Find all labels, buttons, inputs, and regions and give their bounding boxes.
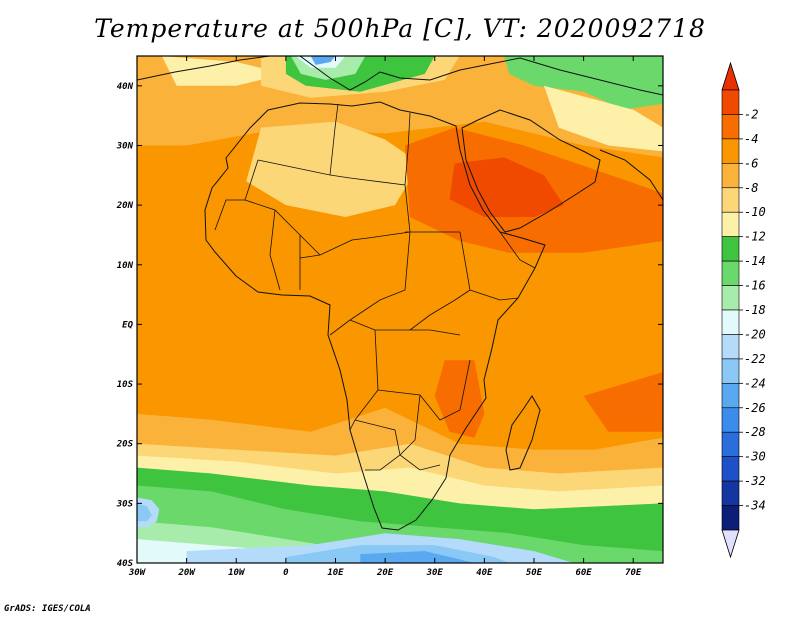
madagascar-coastline <box>505 395 541 471</box>
credit-text: GrADS: IGES/COLA <box>4 604 91 614</box>
lat-tick-label: 20S <box>116 440 134 450</box>
colorbar-label: -10 <box>744 205 766 219</box>
colorbar-band <box>721 187 740 213</box>
temperature-field <box>137 56 663 563</box>
colorbar-label: -16 <box>744 279 766 293</box>
colorbar-label: -34 <box>744 499 766 513</box>
field-north-pale <box>161 56 286 86</box>
colorbar-bottom-arrow <box>721 529 740 559</box>
country-borders <box>137 56 663 531</box>
lon-tick-label: 20W <box>177 568 196 578</box>
colorbar-label: -20 <box>744 327 766 341</box>
lon-tick-label: 0 <box>283 568 289 578</box>
lat-tick-label: 30S <box>116 499 134 509</box>
colorbar-label: -12 <box>744 230 766 244</box>
colorbar-band <box>721 480 740 506</box>
lat-tick-label: 10N <box>117 261 134 271</box>
colorbar-band <box>721 505 740 531</box>
europe-coastline <box>137 56 663 96</box>
colorbar-band <box>721 89 740 115</box>
lat-tick-label: 40N <box>117 82 134 92</box>
lat-tick-label: 40S <box>117 559 134 569</box>
lat-tick-label: 30N <box>116 141 134 151</box>
colorbar-label: -14 <box>744 254 766 268</box>
colorbar-label: -24 <box>744 376 766 390</box>
field-ne-yellow <box>543 85 663 152</box>
field-med-blue <box>310 56 336 65</box>
map-axes: 30W 20W 10W 0 10E 20E 30E 40E 50E 60E 70E 40N 30N 20N… <box>116 56 663 578</box>
colorbar-label: -18 <box>744 303 766 317</box>
arabia-coastline <box>461 109 601 233</box>
colorbar-band <box>721 114 740 140</box>
lon-tick-label: 60E <box>575 568 592 578</box>
colorbar-band <box>721 407 740 433</box>
border-lines <box>214 103 536 471</box>
colorbar-band <box>721 163 740 189</box>
lon-tick-label: 20E <box>376 568 394 578</box>
colorbar-band <box>721 456 740 482</box>
field-southern-blue-dark <box>360 551 475 563</box>
colorbar-label: -30 <box>744 450 766 464</box>
field-sahara-light <box>246 121 420 217</box>
colorbar: -2 -4 -6 -8 -10 -12 -14 -16 -18 -20 -22 -24 -26 -28 -3… <box>721 61 766 559</box>
colorbar-label: -6 <box>744 156 758 170</box>
field-indian-ocean-warm <box>583 372 663 432</box>
colorbar-label: -22 <box>744 352 766 366</box>
lon-tick-label: 40E <box>476 568 493 578</box>
lon-tick-label: 10E <box>327 568 344 578</box>
colorbar-top-arrow <box>721 61 740 91</box>
colorbar-label: -2 <box>744 107 758 121</box>
africa-coastline <box>204 101 546 531</box>
field-arabia-hot <box>449 157 564 217</box>
lon-tick-label: 30E <box>426 568 444 578</box>
colorbar-band <box>721 383 740 409</box>
field-west-vortex <box>137 503 152 522</box>
colorbar-band <box>721 211 740 237</box>
colorbar-label: -28 <box>744 425 766 439</box>
colorbar-band <box>721 260 740 286</box>
colorbar-band <box>721 138 740 164</box>
colorbar-label: -8 <box>744 181 758 195</box>
colorbar-label: -4 <box>744 132 758 146</box>
colorbar-label: -26 <box>744 401 766 415</box>
lat-tick-label: EQ <box>122 320 133 330</box>
lon-tick-label: 30W <box>128 568 147 578</box>
colorbar-band <box>721 236 740 262</box>
field-ne-green <box>504 56 663 110</box>
colorbar-band <box>721 431 740 457</box>
colorbar-band <box>721 334 740 360</box>
lat-tick-label: 20N <box>116 201 134 211</box>
map-title: Temperature at 500hPa [C], VT: 202009271… <box>94 14 706 43</box>
lat-tick-label: 10S <box>117 380 134 390</box>
colorbar-band <box>721 358 740 384</box>
india-coastline <box>599 149 663 201</box>
lon-tick-label: 10W <box>228 568 246 578</box>
colorbar-band <box>721 309 740 335</box>
lon-tick-label: 50E <box>526 568 543 578</box>
colorbar-band <box>721 285 740 311</box>
colorbar-label: -32 <box>744 474 766 488</box>
lon-tick-label: 70E <box>625 568 642 578</box>
plot-frame <box>136 55 664 564</box>
